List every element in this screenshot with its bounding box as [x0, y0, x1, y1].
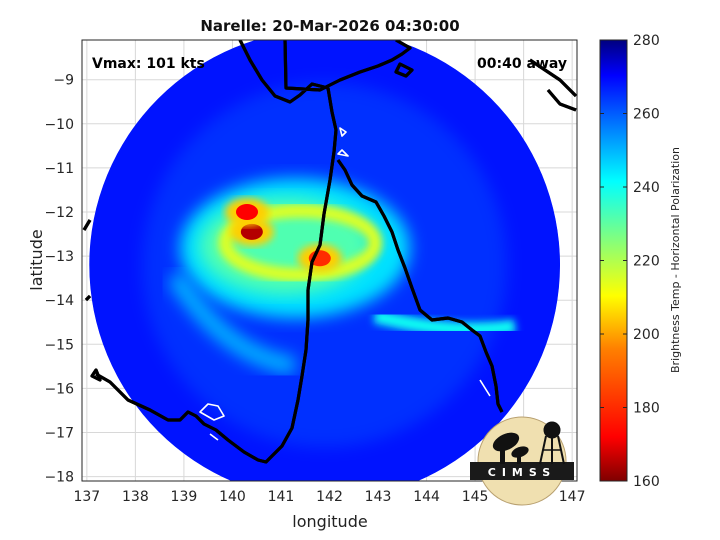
x-tick-label: 138 — [122, 489, 149, 505]
x-tick-label: 140 — [219, 489, 246, 505]
colorbar-tick-label: 200 — [633, 327, 660, 343]
y-tick-labels: −18 −17 −16 −15 −14 −13 −12 −11 −10 −9 — [44, 73, 74, 486]
time-away-annotation: 00:40 away — [477, 56, 567, 72]
y-tick-label: −10 — [44, 117, 74, 133]
deep-convection-west-1 — [240, 223, 263, 240]
cimss-logo: CIMSS — [470, 416, 574, 506]
cimss-logo-text: CIMSS — [488, 466, 556, 479]
colorbar-tick-label: 240 — [633, 180, 660, 196]
colorbar-tick-label: 260 — [633, 107, 660, 123]
chart-title: Narelle: 20-Mar-2026 04:30:00 — [200, 17, 459, 35]
colorbar-tick-label: 160 — [633, 474, 660, 490]
colorbar-tick-label: 180 — [633, 401, 660, 417]
colorbar-label: Brightness Temp - Horizontal Polarizatio… — [669, 147, 682, 373]
coastline — [82, 40, 577, 464]
y-tick-label: −15 — [44, 337, 74, 353]
y-tick-label: −11 — [44, 161, 74, 177]
inner-core-ring — [218, 203, 383, 282]
y-axis-label: latitude — [27, 229, 46, 290]
x-tick-label: 142 — [316, 489, 343, 505]
x-tick-label: 143 — [365, 489, 392, 505]
vmax-annotation: Vmax: 101 kts — [92, 56, 205, 72]
brightness-temp-swath — [89, 40, 561, 481]
y-tick-label: −9 — [53, 73, 74, 89]
y-tick-label: −14 — [44, 293, 74, 309]
spiral-band — [373, 309, 517, 337]
water-tower-icon — [539, 421, 565, 465]
satellite-dish-icon — [492, 432, 529, 464]
x-axis-label: longitude — [292, 512, 367, 531]
x-tick-label: 141 — [268, 489, 295, 505]
x-tick-label: 147 — [559, 489, 586, 505]
swath-outer-band — [89, 40, 561, 481]
x-tick-label: 137 — [73, 489, 100, 505]
deep-convection-west-2 — [236, 203, 258, 220]
x-tick-label: 145 — [462, 489, 489, 505]
y-tick-label: −13 — [44, 249, 74, 265]
y-tick-label: −18 — [44, 470, 74, 486]
colorbar — [599, 39, 628, 482]
colorbar-tick-label: 280 — [633, 33, 660, 49]
colorbar-tick-labels: 160 180 200 220 240 260 280 — [600, 33, 660, 490]
spiral-band-sw — [167, 271, 297, 375]
y-tick-label: −17 — [44, 425, 74, 441]
y-tick-label: −16 — [44, 381, 74, 397]
x-tick-label: 144 — [413, 489, 440, 505]
y-tick-label: −12 — [44, 205, 74, 221]
colorbar-tick-label: 220 — [633, 254, 660, 270]
x-tick-label: 139 — [171, 489, 198, 505]
plot-frame — [81, 39, 578, 482]
